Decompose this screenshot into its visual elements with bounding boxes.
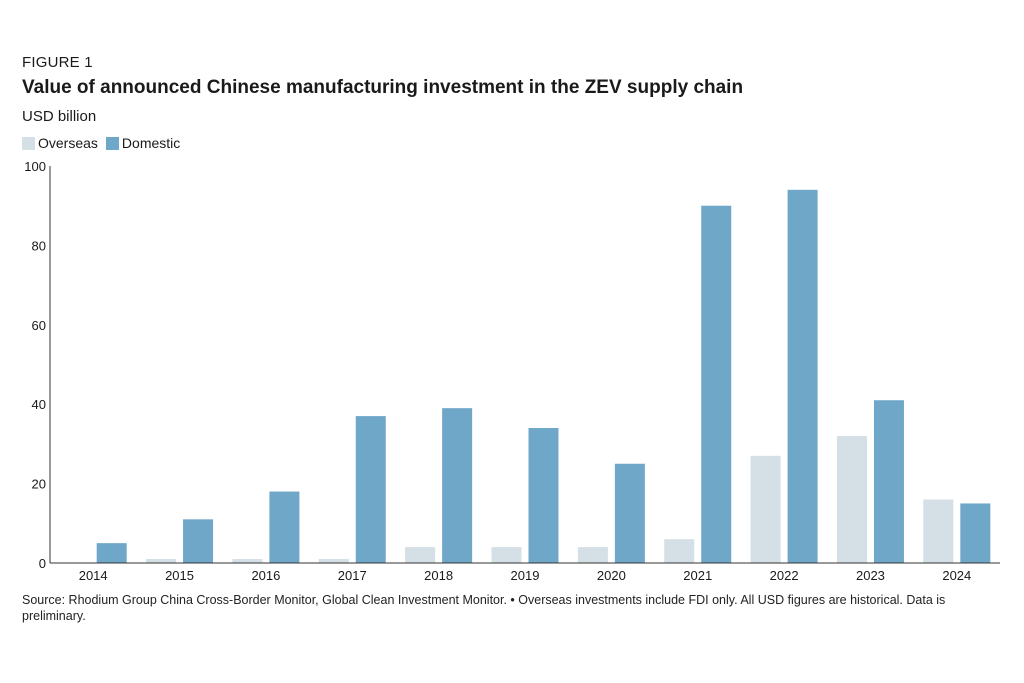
- x-tick-label: 2014: [79, 568, 108, 583]
- y-tick-label: 60: [32, 318, 46, 333]
- x-tick-label: 2015: [165, 568, 194, 583]
- legend-item-overseas: Overseas: [22, 135, 98, 151]
- source-note: Source: Rhodium Group China Cross-Border…: [22, 593, 946, 623]
- bar-domestic: [269, 491, 300, 563]
- x-tick-label: 2017: [338, 568, 367, 583]
- x-tick-label: 2021: [683, 568, 712, 583]
- domestic-swatch: [105, 136, 119, 150]
- y-tick-label: 80: [32, 238, 46, 253]
- bar-domestic: [701, 205, 732, 563]
- overseas-swatch: [22, 136, 35, 150]
- bar-chart: 0 20 40 60 80 100 2014 2015 2016 2017 2018 2019 2020…: [24, 159, 1000, 583]
- chart-title: Value of announced Chinese manufacturing…: [22, 77, 744, 98]
- bar-domestic: [873, 400, 904, 563]
- legend-label-domestic: Domestic: [121, 135, 181, 151]
- y-tick-label: 100: [24, 159, 46, 174]
- y-tick-label: 0: [39, 556, 46, 571]
- bar-overseas: [146, 559, 177, 563]
- legend-item-domestic: Domestic: [105, 135, 181, 151]
- bar-domestic: [183, 519, 214, 563]
- bar-overseas: [750, 455, 781, 563]
- figure-label: FIGURE 1: [22, 54, 93, 71]
- bar-domestic: [528, 428, 559, 563]
- x-tick-label: 2023: [856, 568, 885, 583]
- y-tick-label: 40: [32, 397, 46, 412]
- bar-domestic: [614, 463, 645, 563]
- bar-domestic: [960, 503, 991, 563]
- y-tick-label: 20: [32, 477, 46, 492]
- bar-domestic: [355, 416, 386, 563]
- bar-overseas: [836, 435, 867, 563]
- bar-overseas: [664, 539, 695, 563]
- bar-domestic: [442, 408, 473, 563]
- bar-overseas: [232, 559, 263, 563]
- x-tick-label: 2019: [511, 568, 540, 583]
- legend-label-overseas: Overseas: [38, 135, 98, 151]
- bar-overseas: [491, 547, 522, 563]
- legend: Overseas Domestic: [22, 135, 188, 151]
- bar-overseas: [318, 559, 349, 563]
- x-tick-label: 2024: [942, 568, 971, 583]
- x-tick-label: 2020: [597, 568, 626, 583]
- bar-overseas: [405, 547, 436, 563]
- bar-overseas: [577, 547, 608, 563]
- bar-domestic: [96, 543, 127, 563]
- bar-domestic: [787, 189, 818, 563]
- x-tick-label: 2016: [251, 568, 280, 583]
- x-tick-label: 2022: [770, 568, 799, 583]
- unit-label: USD billion: [22, 108, 97, 125]
- x-tick-label: 2018: [424, 568, 453, 583]
- bar-overseas: [923, 499, 954, 563]
